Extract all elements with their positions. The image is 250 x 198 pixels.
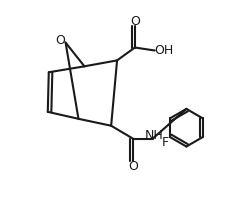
Text: O: O — [128, 160, 138, 173]
Text: OH: OH — [154, 44, 173, 57]
Text: O: O — [56, 34, 66, 47]
Text: O: O — [130, 15, 140, 28]
Text: F: F — [162, 136, 169, 148]
Text: NH: NH — [144, 129, 163, 142]
